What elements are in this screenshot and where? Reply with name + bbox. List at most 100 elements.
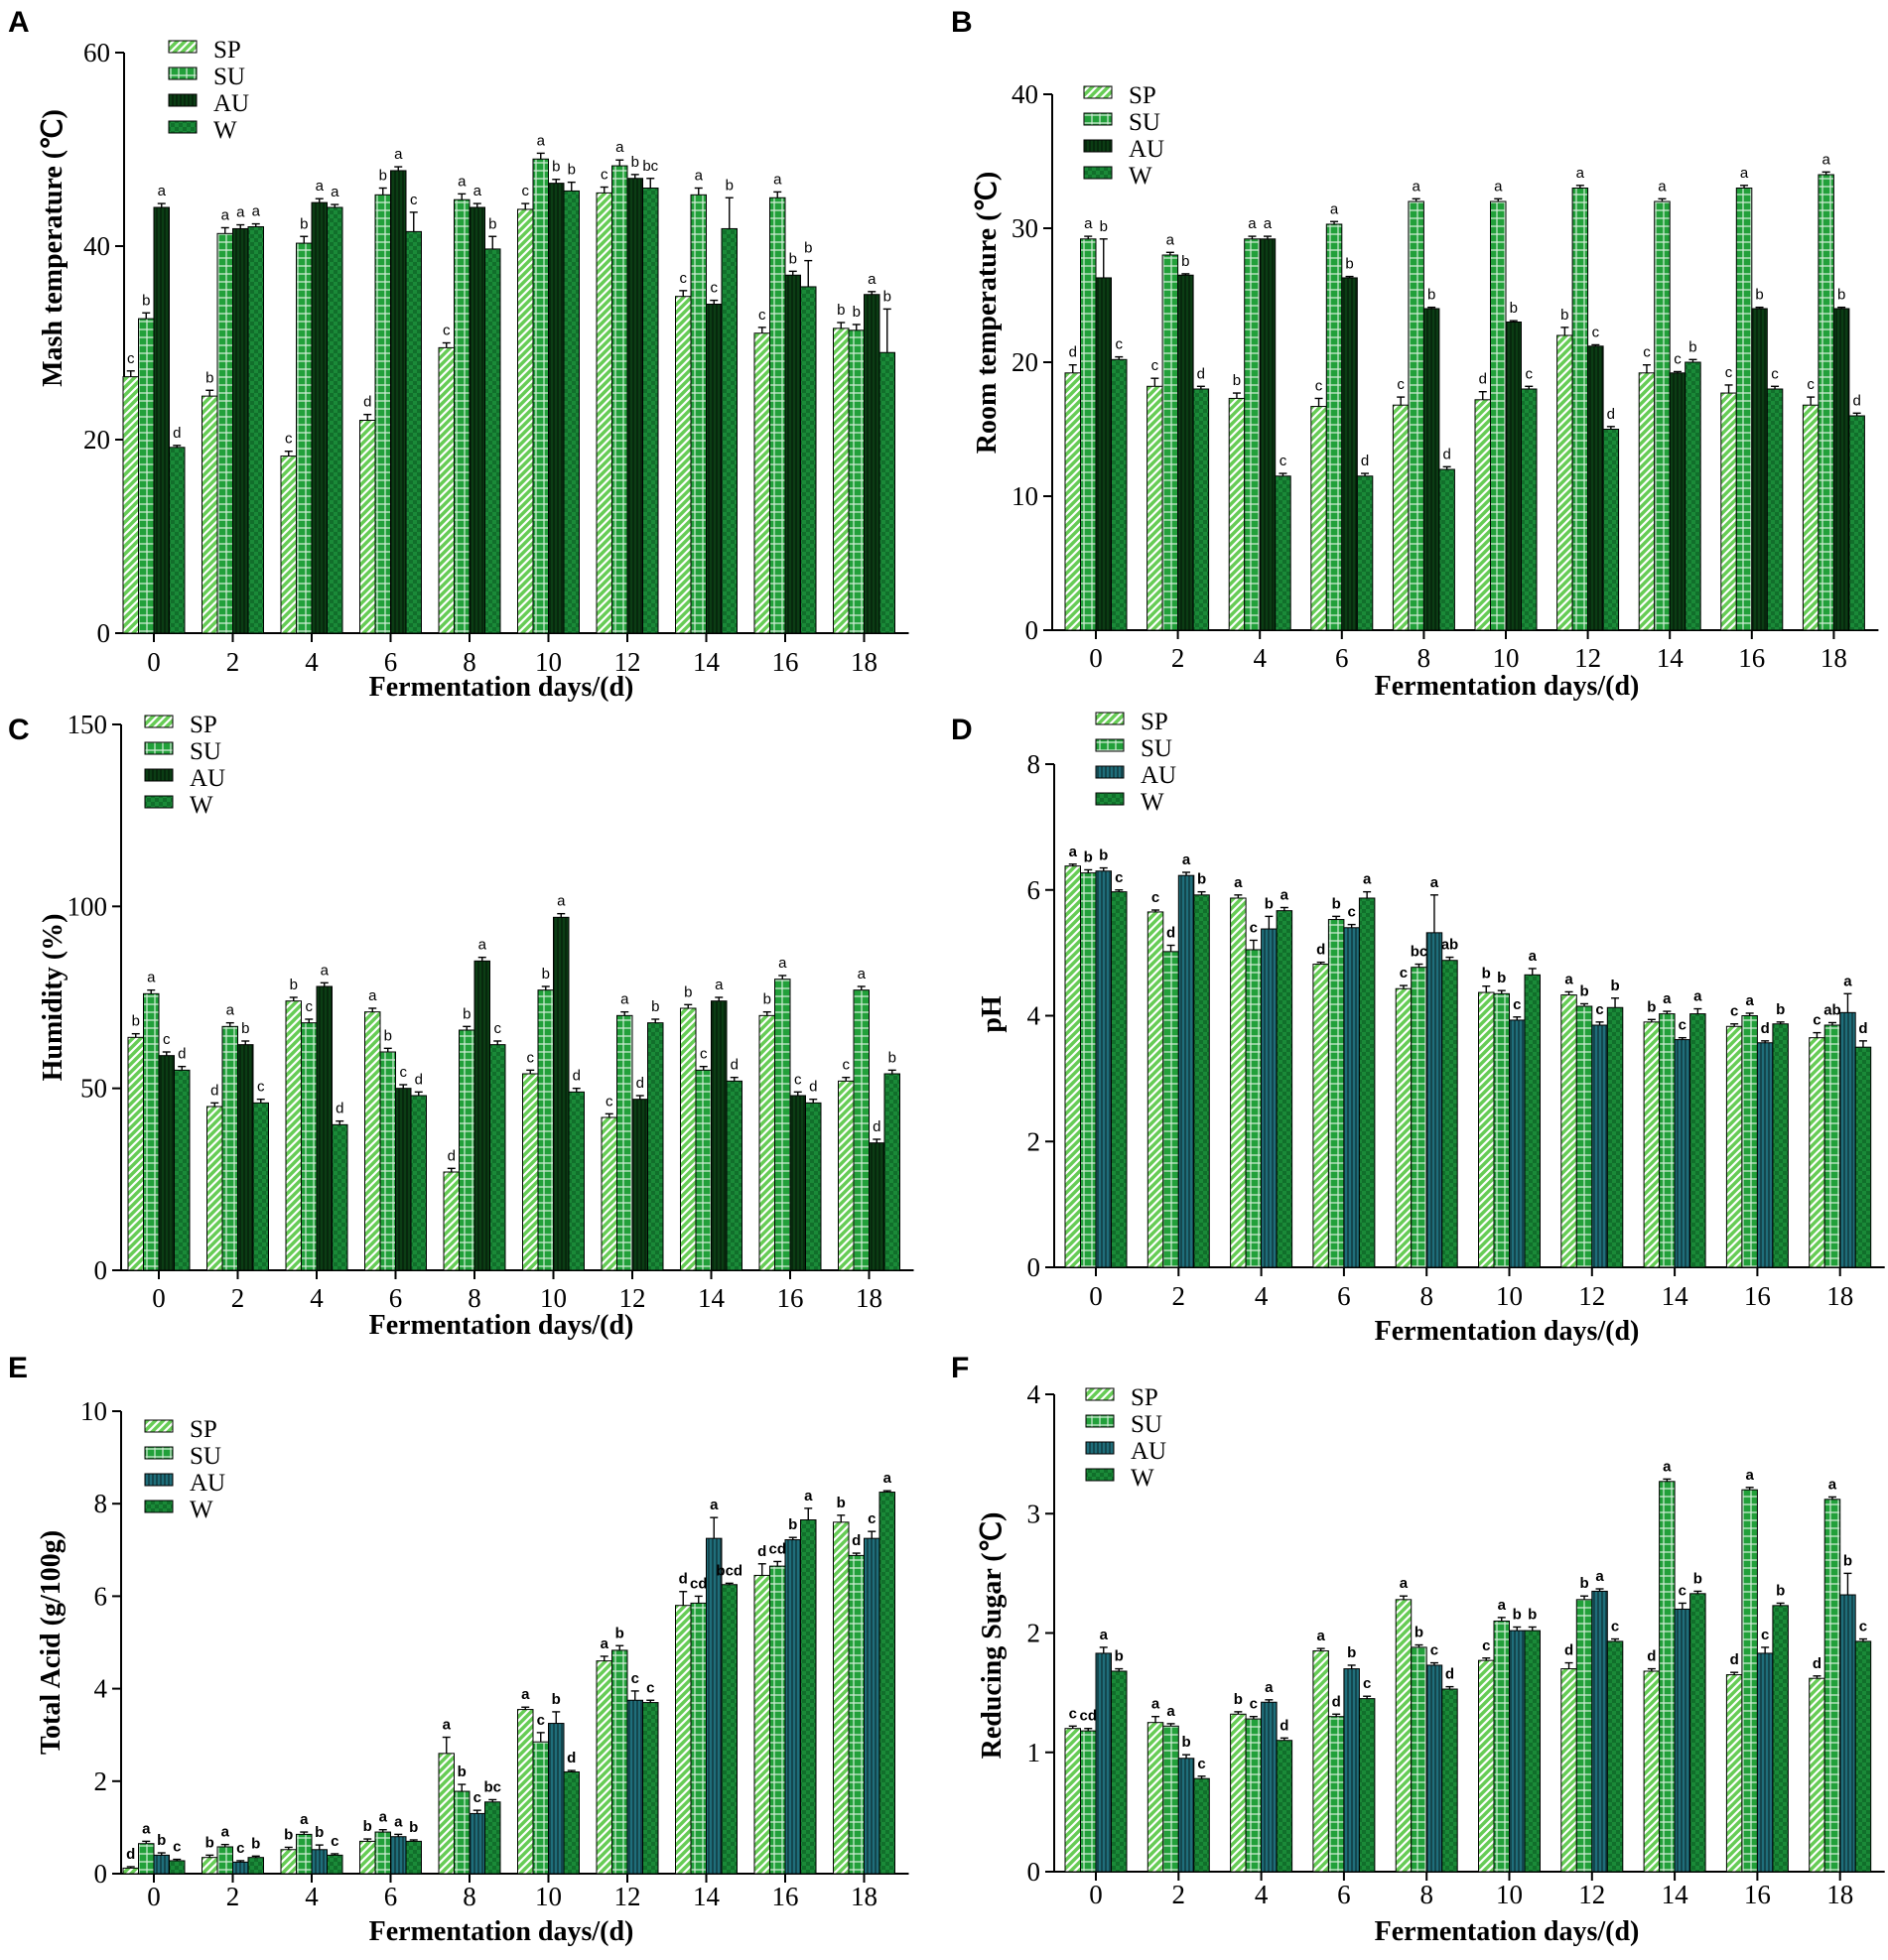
bar-w bbox=[805, 1102, 822, 1271]
bar-au bbox=[553, 916, 570, 1271]
significance-letter: a bbox=[1564, 971, 1573, 987]
significance-letter: b bbox=[463, 1005, 471, 1022]
x-tick-label: 2 bbox=[1172, 1880, 1186, 1909]
x-tick-label: 16 bbox=[772, 647, 799, 677]
significance-letter: b bbox=[157, 1832, 166, 1849]
bar-w bbox=[1685, 361, 1701, 631]
significance-letter: ab bbox=[1441, 937, 1459, 954]
significance-letter: d bbox=[809, 1079, 817, 1096]
x-tick-label: 12 bbox=[614, 1882, 641, 1911]
bar-sp bbox=[443, 1171, 460, 1271]
bar-su bbox=[143, 992, 160, 1271]
significance-letter: b bbox=[1415, 1625, 1423, 1641]
significance-letter: b bbox=[552, 159, 560, 176]
significance-letter: a bbox=[715, 977, 724, 993]
bar-sp bbox=[280, 1849, 297, 1875]
bar-au bbox=[1341, 277, 1358, 631]
significance-letter: d bbox=[363, 394, 371, 411]
bar-w bbox=[484, 1801, 501, 1875]
y-tick-label: 8 bbox=[94, 1489, 108, 1518]
x-axis-title: Fermentation days/(d) bbox=[369, 672, 634, 703]
bar-w bbox=[1276, 1740, 1293, 1873]
significance-letter: a bbox=[521, 1686, 530, 1703]
bar-au bbox=[1587, 345, 1604, 631]
y-tick-label: 40 bbox=[1011, 79, 1038, 109]
significance-letter: c bbox=[1250, 919, 1258, 936]
significance-letter: b bbox=[1755, 287, 1763, 304]
significance-letter: a bbox=[300, 1811, 309, 1828]
significance-letter: b bbox=[1482, 966, 1491, 982]
legend-swatch-au bbox=[168, 93, 198, 107]
bar-su bbox=[1493, 992, 1510, 1268]
significance-letter: d bbox=[852, 1532, 861, 1549]
bar-su bbox=[690, 1602, 707, 1875]
significance-letter: c bbox=[680, 270, 688, 287]
significance-letter: d bbox=[448, 1147, 456, 1164]
bar-au bbox=[395, 1088, 412, 1271]
significance-letter: c bbox=[522, 183, 530, 199]
bar-su bbox=[1818, 174, 1834, 631]
significance-letter: b bbox=[458, 1764, 467, 1780]
legend-label-su: SU bbox=[213, 64, 245, 90]
bar-su bbox=[853, 989, 870, 1271]
significance-letter: d bbox=[1361, 453, 1369, 469]
bar-au bbox=[390, 1836, 407, 1875]
significance-letter: b bbox=[1181, 253, 1189, 270]
bar-w bbox=[563, 1770, 580, 1875]
bar-w bbox=[410, 1095, 427, 1271]
bar-sp bbox=[1638, 372, 1656, 631]
significance-letter: d bbox=[757, 1543, 766, 1560]
bar-au bbox=[311, 1849, 328, 1875]
x-tick-label: 2 bbox=[226, 1882, 240, 1911]
significance-letter: d bbox=[336, 1101, 343, 1117]
significance-letter: a bbox=[221, 1824, 230, 1841]
significance-letter: d bbox=[178, 1046, 186, 1063]
significance-letter: c bbox=[236, 1840, 244, 1857]
bar-w bbox=[332, 1123, 348, 1271]
bar-au bbox=[1261, 1701, 1278, 1873]
bar-au bbox=[232, 227, 249, 634]
significance-letter: c bbox=[1679, 1582, 1686, 1599]
significance-letter: a bbox=[557, 893, 566, 910]
significance-letter: c bbox=[1347, 904, 1355, 921]
significance-letter: a bbox=[1166, 231, 1175, 248]
bar-su bbox=[1327, 919, 1345, 1268]
legend-swatch-su bbox=[1085, 1414, 1115, 1428]
y-tick-label: 0 bbox=[94, 1255, 108, 1285]
significance-letter: c bbox=[1595, 1001, 1603, 1018]
significance-letter: b bbox=[788, 1516, 797, 1533]
significance-letter: cd bbox=[1079, 1708, 1097, 1725]
bar-su bbox=[1493, 1620, 1510, 1873]
x-tick-label: 4 bbox=[1253, 643, 1267, 673]
bar-w bbox=[252, 1102, 269, 1271]
significance-letter: a bbox=[394, 146, 403, 163]
bar-w bbox=[1192, 388, 1210, 631]
bar-sp bbox=[1643, 1670, 1661, 1873]
bar-sp bbox=[1146, 385, 1163, 631]
bar-su bbox=[216, 1846, 233, 1875]
significance-letter: c bbox=[400, 1064, 408, 1081]
significance-letter: c bbox=[1730, 1003, 1738, 1020]
bar-sp bbox=[1228, 397, 1246, 631]
bar-sp bbox=[1809, 1037, 1825, 1268]
legend-label-au: AU bbox=[1131, 1438, 1166, 1465]
significance-letter: b bbox=[1084, 849, 1093, 865]
bar-sp bbox=[758, 1014, 775, 1271]
significance-letter: b bbox=[552, 1691, 561, 1708]
bar-au bbox=[232, 1861, 249, 1875]
bar-sp bbox=[838, 1080, 855, 1271]
bar-sp bbox=[1474, 399, 1491, 631]
bar-su bbox=[1080, 238, 1097, 631]
legend-swatch-au bbox=[1083, 139, 1113, 153]
bar-w bbox=[883, 1073, 900, 1271]
x-tick-label: 0 bbox=[147, 1882, 161, 1911]
bar-su bbox=[532, 1741, 549, 1875]
bar-au bbox=[153, 206, 170, 634]
significance-letter: b bbox=[1100, 218, 1108, 235]
x-tick-label: 14 bbox=[693, 1882, 721, 1911]
bar-au bbox=[311, 201, 328, 634]
bar-su bbox=[690, 194, 707, 634]
significance-letter: d bbox=[210, 1082, 218, 1099]
legend-swatch-sp bbox=[1085, 1387, 1115, 1401]
bar-sp bbox=[1643, 1021, 1661, 1268]
